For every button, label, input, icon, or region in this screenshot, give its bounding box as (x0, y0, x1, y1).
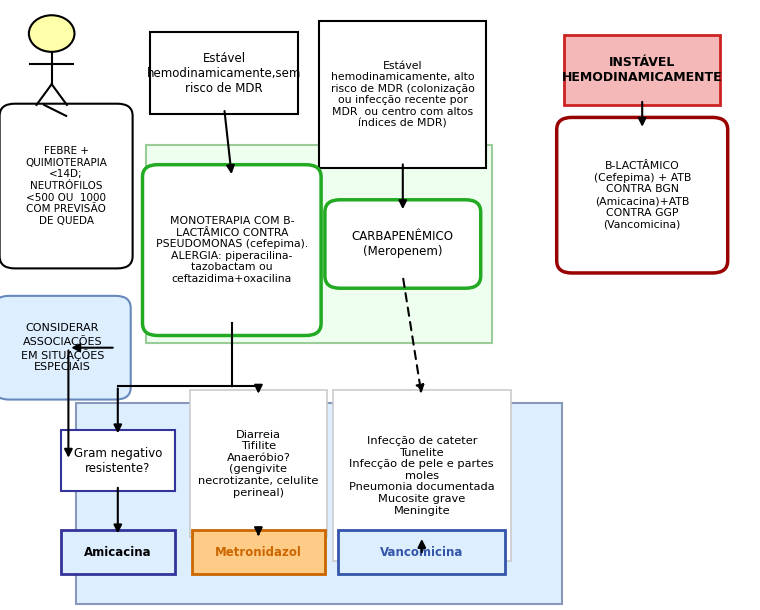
Text: Vancomicina: Vancomicina (380, 545, 464, 559)
Text: CONSIDERAR
ASSOCIAÇÕES
EM SITUAÇÕES
ESPECIAIS: CONSIDERAR ASSOCIAÇÕES EM SITUAÇÕES ESPE… (21, 323, 104, 372)
FancyBboxPatch shape (61, 430, 175, 491)
FancyBboxPatch shape (325, 200, 481, 289)
FancyBboxPatch shape (150, 32, 298, 115)
FancyBboxPatch shape (333, 390, 511, 561)
Text: INSTÁVEL
HEMODINAMICAMENTE: INSTÁVEL HEMODINAMICAMENTE (562, 56, 723, 84)
Text: MONOTERAPIA COM B-
LACTÂMICO CONTRA
PSEUDOMONAS (cefepima).
ALERGIA: piperacilin: MONOTERAPIA COM B- LACTÂMICO CONTRA PSEU… (156, 216, 308, 284)
FancyBboxPatch shape (76, 403, 562, 604)
Text: FEBRE +
QUIMIOTERAPIA
<14D;
NEUTRÓFILOS
<500 OU  1000
COM PREVISÃO
DE QUEDA: FEBRE + QUIMIOTERAPIA <14D; NEUTRÓFILOS … (25, 146, 107, 226)
FancyBboxPatch shape (61, 530, 175, 574)
Text: Metronidazol: Metronidazol (215, 545, 302, 559)
FancyBboxPatch shape (556, 117, 727, 273)
FancyBboxPatch shape (564, 35, 720, 105)
Text: Gram negativo
resistente?: Gram negativo resistente? (74, 447, 162, 475)
FancyBboxPatch shape (338, 530, 505, 574)
Circle shape (29, 15, 74, 52)
FancyBboxPatch shape (0, 296, 131, 400)
Text: Infecção de cateter
Tunelite
Infecção de pele e partes
moles
Pneumonia documenta: Infecção de cateter Tunelite Infecção de… (349, 436, 495, 515)
FancyBboxPatch shape (192, 530, 325, 574)
FancyBboxPatch shape (143, 165, 321, 336)
Text: Amicacina: Amicacina (84, 545, 151, 559)
Text: Diarreia
Tifilite
Anaeróbio?
(gengivite
necrotizante, celulite
perineal): Diarreia Tifilite Anaeróbio? (gengivite … (198, 429, 318, 498)
Text: Estável
hemodinamicamente, alto
risco de MDR (colonização
ou infecção recente po: Estável hemodinamicamente, alto risco de… (331, 60, 475, 129)
Text: B-LACTÂMICO
(Cefepima) + ATB
CONTRA BGN
(Amicacina)+ATB
CONTRA GGP
(Vancomicina): B-LACTÂMICO (Cefepima) + ATB CONTRA BGN … (594, 161, 691, 229)
FancyBboxPatch shape (0, 104, 132, 268)
FancyBboxPatch shape (190, 390, 327, 537)
Text: Estável
hemodinamicamente,sem
risco de MDR: Estável hemodinamicamente,sem risco de M… (147, 52, 302, 95)
Text: CARBAPENÊMICO
(Meropenem): CARBAPENÊMICO (Meropenem) (352, 230, 454, 258)
FancyBboxPatch shape (319, 21, 486, 168)
FancyBboxPatch shape (146, 145, 492, 343)
